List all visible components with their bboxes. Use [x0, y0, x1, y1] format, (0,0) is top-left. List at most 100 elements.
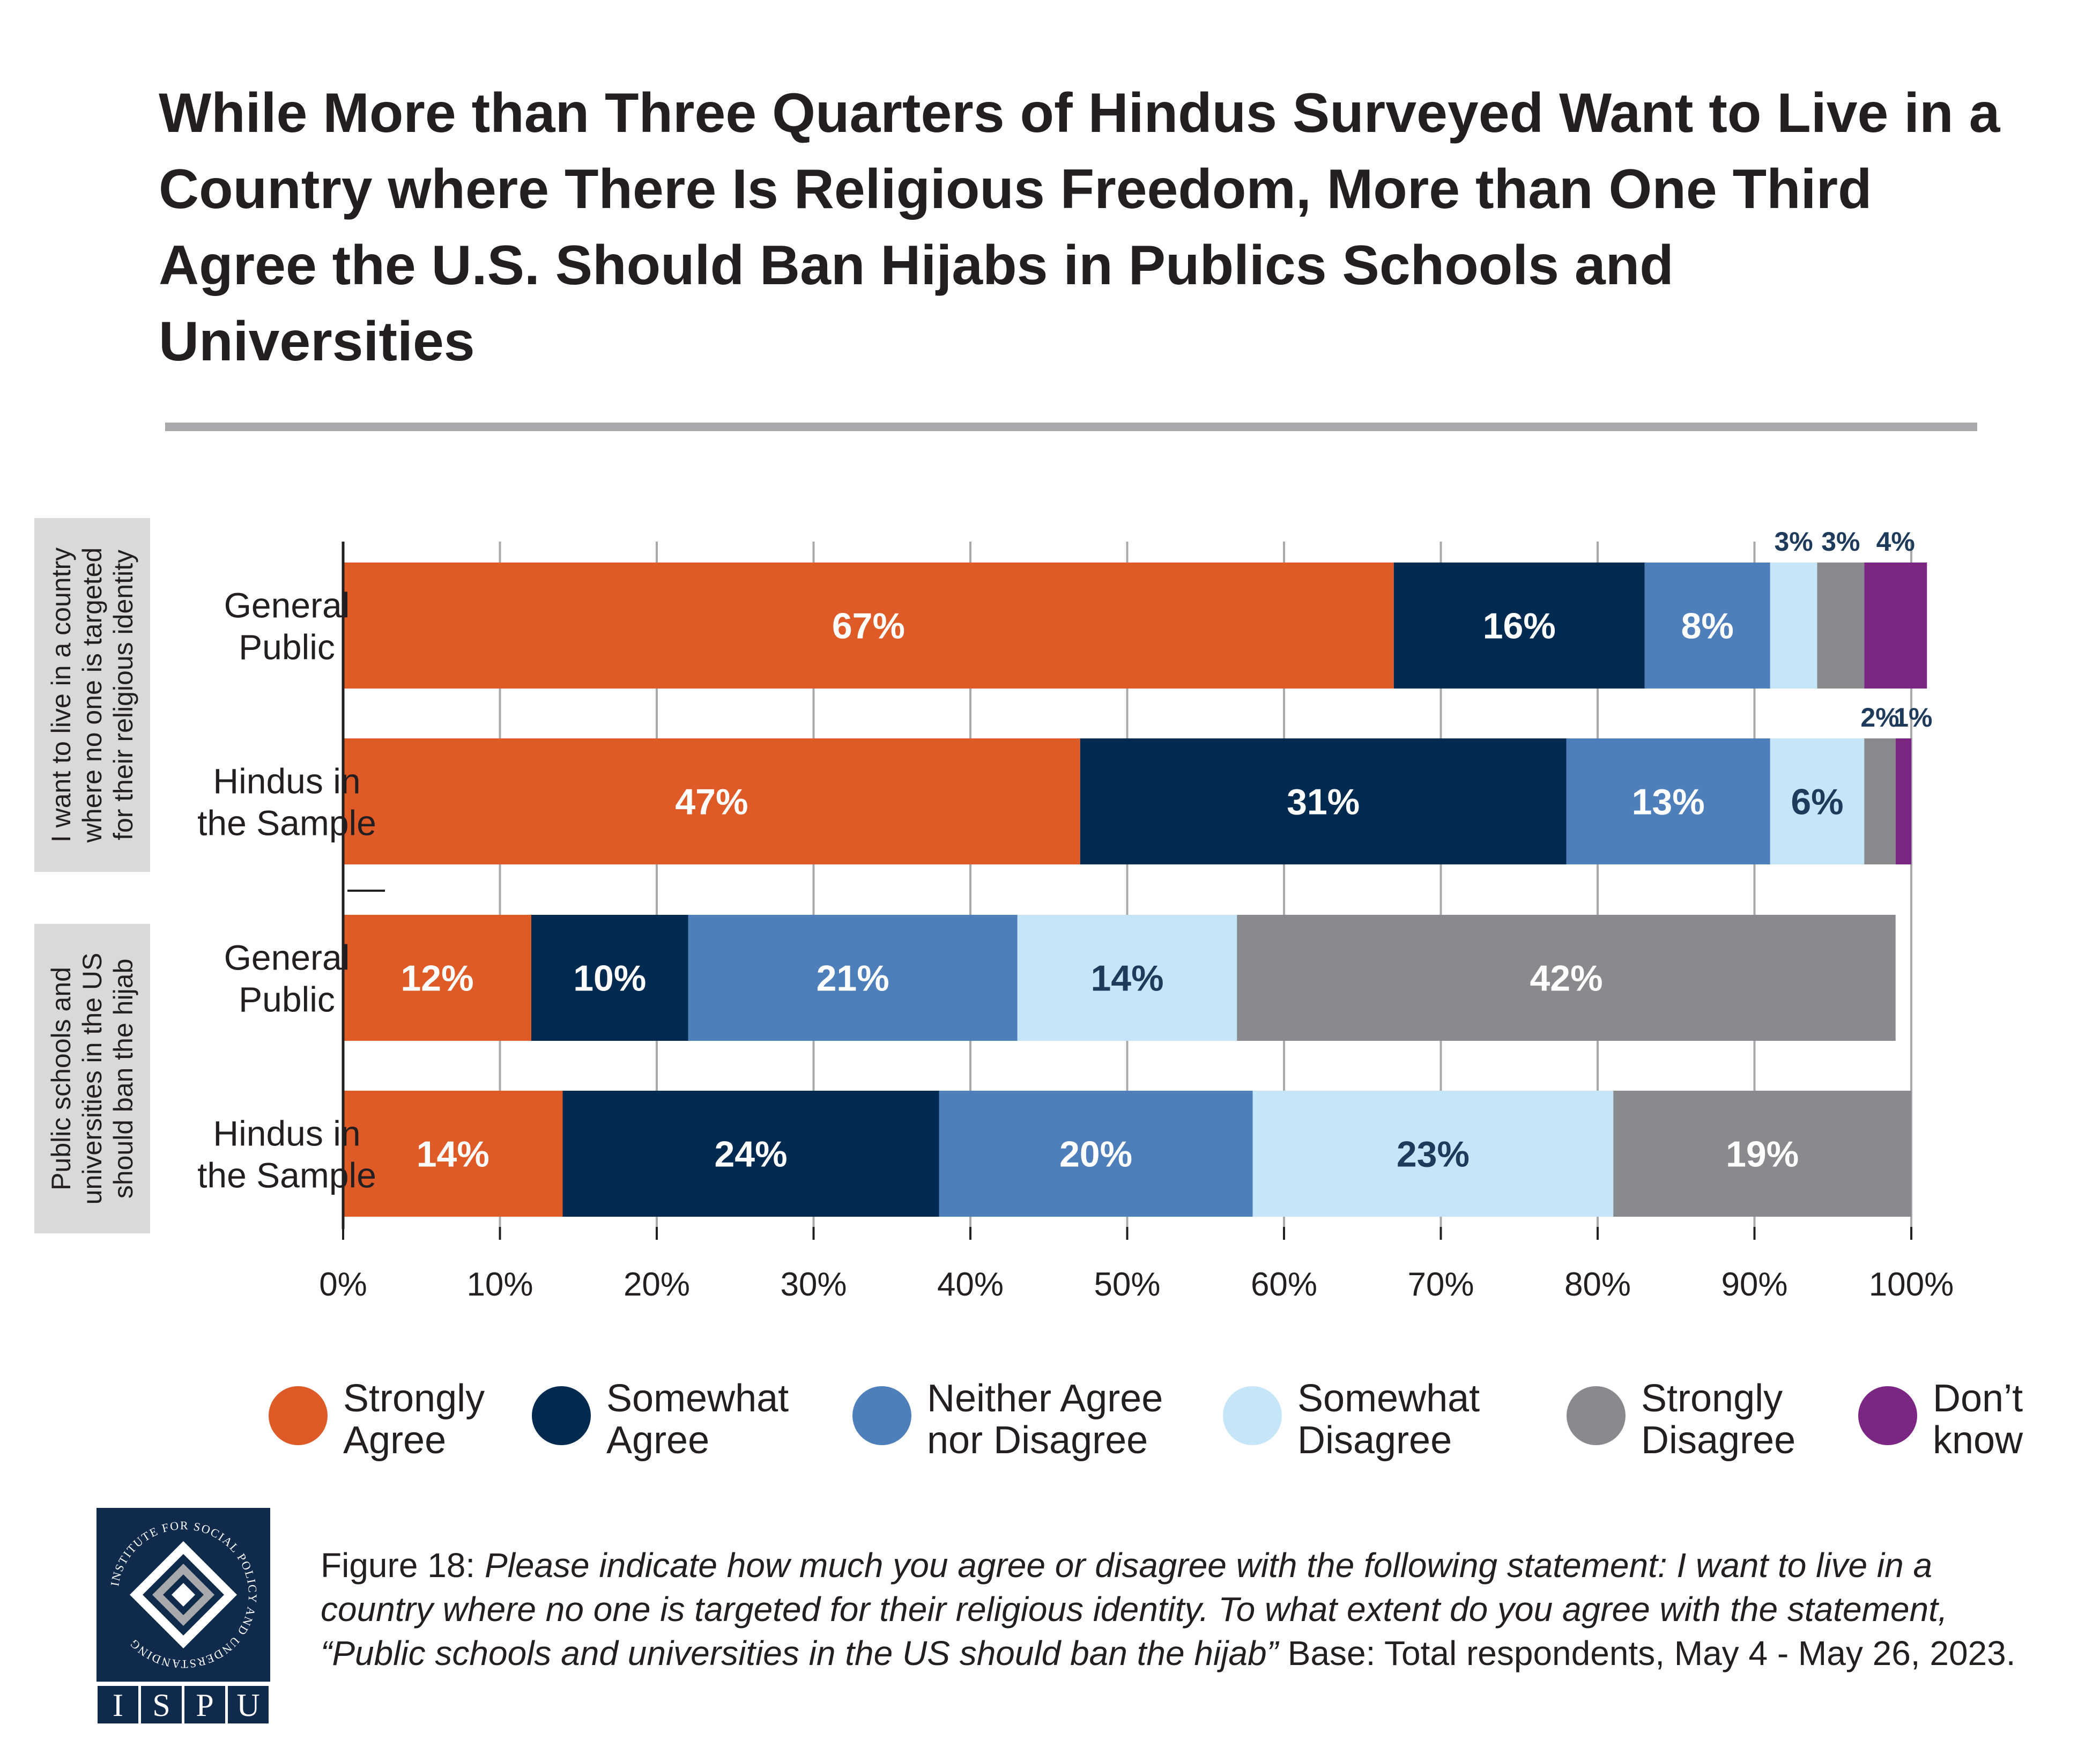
data-label: 1% — [1894, 702, 1932, 732]
x-tick-label: 0% — [319, 1266, 367, 1303]
bar-segment — [688, 915, 1018, 1041]
logo-letter-box — [98, 1686, 138, 1723]
x-tick-label: 50% — [1094, 1266, 1160, 1303]
data-label: 19% — [1726, 1134, 1799, 1175]
logo-letter-box — [141, 1686, 182, 1723]
data-label: 24% — [714, 1134, 787, 1175]
bar-segment — [1770, 563, 1817, 689]
legend-label: Strongly — [343, 1377, 485, 1420]
data-label: 6% — [1791, 782, 1843, 823]
logo-letter: S — [152, 1688, 170, 1723]
category-label: the Sample — [197, 1156, 376, 1195]
figure-caption: Figure 18: Please indicate how much you … — [321, 1543, 2025, 1675]
group-label-box — [34, 924, 150, 1233]
bar-segment — [1393, 563, 1645, 689]
legend-label: Somewhat — [606, 1377, 789, 1420]
legend-label: Don’t — [1933, 1377, 2023, 1420]
bar-segment — [939, 1091, 1253, 1217]
x-tick-label: 20% — [624, 1266, 690, 1303]
group-label-box — [34, 518, 150, 872]
bar-segment — [1817, 563, 1865, 689]
legend-swatch — [1567, 1386, 1626, 1445]
legend-swatch — [532, 1386, 591, 1445]
data-label: 14% — [417, 1134, 489, 1175]
group-label-line: universities in the US — [77, 953, 107, 1205]
bar-segment — [1252, 1091, 1614, 1217]
legend-swatch — [269, 1386, 328, 1445]
group-label-line: should ban the hijab — [108, 959, 138, 1199]
logo-letter: I — [113, 1688, 123, 1723]
chart-title: While More than Three Quarters of Hindus… — [159, 82, 2000, 373]
legend-label: Agree — [606, 1419, 709, 1462]
data-label: 8% — [1681, 606, 1734, 647]
group-label: Public schools anduniversities in the US… — [46, 953, 138, 1205]
data-label: 10% — [573, 958, 646, 999]
bar-segment — [343, 738, 1080, 864]
x-tick-label: 80% — [1564, 1266, 1631, 1303]
legend-label: Strongly — [1641, 1377, 1783, 1420]
bar-segment — [1864, 563, 1927, 689]
group-label: I want to live in a countrywhere no one … — [46, 547, 138, 843]
bar-segment — [1613, 1091, 1911, 1217]
figure-base: Base: Total respondents, May 4 - May 26,… — [1278, 1634, 2016, 1673]
category-label: Public — [239, 980, 335, 1019]
legend-label: know — [1933, 1419, 2023, 1462]
bar-segment — [1644, 563, 1770, 689]
bar-segment — [343, 1091, 563, 1217]
logo-letter: U — [236, 1688, 259, 1723]
category-label: the Sample — [197, 803, 376, 843]
legend-label: Neither Agree — [927, 1377, 1163, 1420]
bar-segment — [1017, 915, 1237, 1041]
axes: 0% 10% 20% 30% 40% 50% 60% 70% 80% 90% 100% — [319, 542, 1954, 1303]
legend-label: Disagree — [1297, 1419, 1452, 1462]
category-label: Hindus in — [213, 761, 360, 801]
category-label: Hindus in — [213, 1114, 360, 1153]
figure-label: Figure 18: — [321, 1546, 476, 1585]
data-label: 47% — [675, 782, 748, 823]
legend-label: Disagree — [1641, 1419, 1795, 1462]
bar-segment — [1770, 738, 1865, 864]
data-label: 3% — [1821, 527, 1860, 557]
group-label-line: for their religious identity — [108, 550, 138, 840]
data-label: 67% — [832, 606, 905, 647]
category-label: General — [224, 586, 350, 625]
x-tick-label: 100% — [1869, 1266, 1954, 1303]
x-tick-label: 70% — [1407, 1266, 1474, 1303]
data-label: 21% — [817, 958, 889, 999]
category-label: Public — [239, 627, 335, 667]
bar-segment — [562, 1091, 939, 1217]
legend-swatch — [1223, 1386, 1282, 1445]
data-label: 13% — [1632, 782, 1705, 823]
data-label: 2% — [1860, 702, 1899, 732]
logo-letter-box — [228, 1686, 269, 1723]
category-label: General — [224, 938, 350, 978]
x-tick-label: 30% — [780, 1266, 847, 1303]
x-tick-label: 60% — [1251, 1266, 1317, 1303]
data-label: 3% — [1774, 527, 1813, 557]
x-tick-label: 40% — [937, 1266, 1004, 1303]
group-label-line: where no one is targeted — [77, 547, 107, 843]
data-label: 16% — [1483, 606, 1556, 647]
data-label: 31% — [1287, 782, 1360, 823]
bar-segment — [343, 563, 1394, 689]
data-label: 23% — [1397, 1134, 1470, 1175]
bar-segment — [343, 915, 531, 1041]
bar-segment — [1864, 738, 1896, 864]
group-label-line: I want to live in a country — [46, 547, 76, 842]
bars — [343, 563, 1927, 1217]
legend-swatch — [1858, 1386, 1917, 1445]
title-divider — [165, 423, 1977, 431]
logo-diamond-inner — [172, 1583, 195, 1607]
data-label: 14% — [1090, 958, 1163, 999]
legend-swatch — [852, 1386, 911, 1445]
figure-question: Please indicate how much you agree or di… — [321, 1546, 1948, 1673]
legend-label: nor Disagree — [927, 1419, 1148, 1462]
data-label: 42% — [1530, 958, 1602, 999]
logo-letter-box — [184, 1686, 225, 1723]
data-label: 20% — [1059, 1134, 1132, 1175]
x-tick-label: 90% — [1721, 1266, 1787, 1303]
data-label: 12% — [400, 958, 473, 999]
